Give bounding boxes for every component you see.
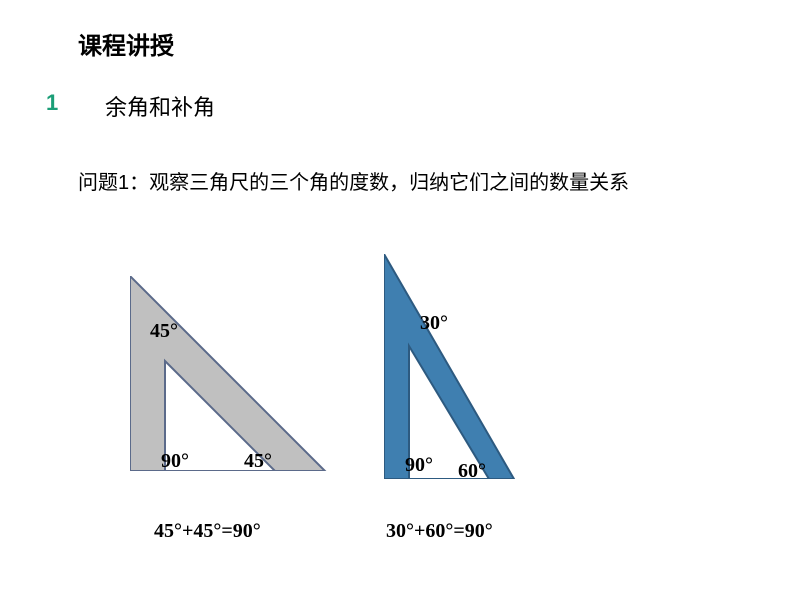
problem-text: 问题1：观察三角尺的三个角的度数，归纳它们之间的数量关系 xyxy=(78,164,638,202)
triangle1-angle-right: 45° xyxy=(244,450,272,473)
section-number: 1 xyxy=(46,90,58,116)
triangle1-equation: 45°+45°=90° xyxy=(154,520,261,543)
triangle2-angle-top: 30° xyxy=(420,312,448,335)
triangle1-angle-top: 45° xyxy=(150,320,178,343)
triangle2-equation: 30°+60°=90° xyxy=(386,520,493,543)
triangle2-angle-left: 90° xyxy=(405,454,433,477)
triangle-45-45-90 xyxy=(130,276,350,471)
triangle2-angle-right: 60° xyxy=(458,460,486,483)
section-title: 余角和补角 xyxy=(105,90,215,122)
triangle-30-60-90 xyxy=(384,254,634,479)
page-title: 课程讲授 xyxy=(78,26,174,61)
triangle1-angle-left: 90° xyxy=(161,450,189,473)
